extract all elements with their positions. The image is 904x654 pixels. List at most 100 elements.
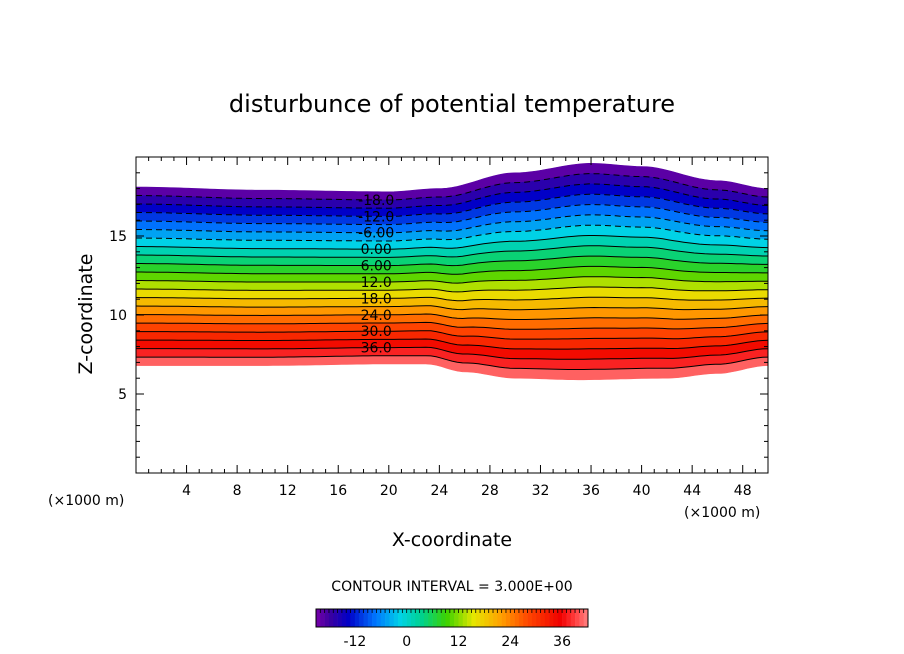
y-tick-label: 5 xyxy=(118,387,127,403)
contour-line xyxy=(136,235,768,250)
colorbar-segment xyxy=(333,609,338,627)
colorbar-segment xyxy=(544,609,550,627)
contour-label: 12.0 xyxy=(361,275,392,291)
colorbar-segment xyxy=(523,609,528,627)
colorbar-segment xyxy=(432,609,438,627)
colorbar-segment xyxy=(346,609,351,627)
colorbar-segment xyxy=(410,609,416,627)
contour-line xyxy=(136,224,768,242)
axis-ticks xyxy=(136,157,768,473)
contour-field xyxy=(136,162,768,381)
contour-line xyxy=(136,313,768,320)
contour-line xyxy=(136,346,768,360)
colorbar-tick-label: 24 xyxy=(501,634,519,650)
colorbar-segment xyxy=(415,609,420,627)
colorbar-segment xyxy=(540,609,546,627)
colorbar-segment xyxy=(328,609,334,627)
colorbar-segment xyxy=(419,609,425,627)
x-tick-label: 36 xyxy=(582,483,600,499)
contour-label: 6.00 xyxy=(361,259,392,275)
y-tick-label: 10 xyxy=(109,308,127,324)
colorbar-segment xyxy=(441,609,446,627)
colorbar-segment xyxy=(389,609,395,627)
colorbar xyxy=(316,609,589,627)
contour-line xyxy=(136,255,768,267)
contour-line xyxy=(136,245,768,258)
colorbar-segment xyxy=(510,609,515,627)
colorbar-segment xyxy=(320,609,325,627)
contour-line xyxy=(136,305,768,311)
colorbar-segment xyxy=(359,609,364,627)
contour-label: 36.0 xyxy=(361,341,392,357)
x-tick-label: 20 xyxy=(380,483,398,499)
colorbar-segment xyxy=(324,609,330,627)
colorbar-segment xyxy=(531,609,537,627)
colorbar-segment xyxy=(337,609,343,627)
contour-line xyxy=(136,204,768,226)
colorbar-segment xyxy=(367,609,373,627)
x-unit-label: (×1000 m) xyxy=(684,505,760,521)
colorbar-segment xyxy=(458,609,464,627)
colorbar-segment xyxy=(445,609,451,627)
colorbar-segment xyxy=(462,609,468,627)
contour-line xyxy=(136,214,768,234)
colorbar-segment xyxy=(514,609,520,627)
colorbar-segment xyxy=(402,609,407,627)
colorbar-segment xyxy=(475,609,481,627)
contour-line xyxy=(136,183,768,209)
colorbar-segment xyxy=(385,609,390,627)
x-tick-label: 32 xyxy=(532,483,550,499)
colorbar-frame xyxy=(315,608,589,628)
contour-line xyxy=(136,286,768,293)
colorbar-segment xyxy=(350,609,356,627)
colorbar-segment xyxy=(376,609,382,627)
colorbar-tick-label: 12 xyxy=(450,634,468,650)
colorbar-segment xyxy=(583,609,589,627)
colorbar-segment xyxy=(493,609,498,627)
colorbar-tick-labels: -12 0 12 24 36 xyxy=(343,634,571,650)
contour-line xyxy=(136,338,768,350)
contour-lines xyxy=(136,173,768,370)
colorbar-segment xyxy=(505,609,511,627)
y-tick-label: 15 xyxy=(109,229,127,245)
colorbar-ticks xyxy=(319,609,585,613)
colorbar-segment xyxy=(398,609,403,627)
colorbar-segment xyxy=(549,609,554,627)
colorbar-segment xyxy=(557,609,563,627)
colorbar-segment xyxy=(527,609,533,627)
x-tick-label: 24 xyxy=(430,483,448,499)
colorbar-segment xyxy=(406,609,412,627)
colorbar-segment xyxy=(316,609,321,627)
x-tick-label: 28 xyxy=(481,483,499,499)
colorbar-segment xyxy=(436,609,442,627)
colorbar-segment xyxy=(341,609,347,627)
colorbar-tick-label: -12 xyxy=(343,634,366,650)
x-tick-label: 16 xyxy=(329,483,347,499)
contour-line xyxy=(136,265,768,275)
x-tick-label: 12 xyxy=(279,483,297,499)
colorbar-segment xyxy=(484,609,489,627)
colorbar-segment xyxy=(380,609,386,627)
contour-label: -6.00 xyxy=(358,226,394,242)
contour-line xyxy=(136,321,768,330)
colorbar-segment xyxy=(467,609,472,627)
colorbar-segment xyxy=(553,609,559,627)
contour-interval-text: CONTOUR INTERVAL = 3.000E+00 xyxy=(331,579,572,595)
colorbar-segment xyxy=(454,609,459,627)
colorbar-segment xyxy=(428,609,433,627)
x-tick-label: 44 xyxy=(683,483,701,499)
y-axis-title: Z-coordinate xyxy=(75,254,97,375)
colorbar-tick-label: 36 xyxy=(553,634,571,650)
colorbar-segment xyxy=(423,609,429,627)
x-tick-label: 40 xyxy=(633,483,651,499)
contour-line xyxy=(136,193,768,217)
colorbar-segment xyxy=(488,609,494,627)
colorbar-segment xyxy=(354,609,360,627)
y-unit-label: (×1000 m) xyxy=(48,493,124,509)
contour-line xyxy=(136,330,768,340)
x-tick-label: 8 xyxy=(233,483,242,499)
colorbar-segment xyxy=(536,609,541,627)
contour-label: -12.0 xyxy=(358,209,394,225)
colorbar-segment xyxy=(372,609,377,627)
